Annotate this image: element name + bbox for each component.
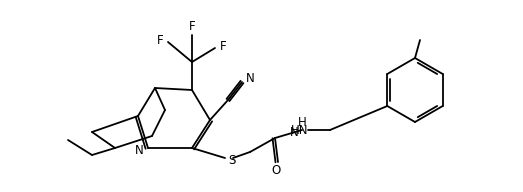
Text: N: N	[290, 126, 299, 138]
Text: N: N	[246, 71, 254, 84]
Text: O: O	[271, 164, 281, 176]
Text: F: F	[157, 33, 163, 46]
Text: HN: HN	[291, 123, 309, 137]
Text: F: F	[189, 21, 195, 33]
Text: H: H	[298, 116, 306, 128]
Text: N: N	[135, 143, 144, 156]
Text: S: S	[228, 153, 235, 166]
Text: F: F	[220, 40, 226, 52]
